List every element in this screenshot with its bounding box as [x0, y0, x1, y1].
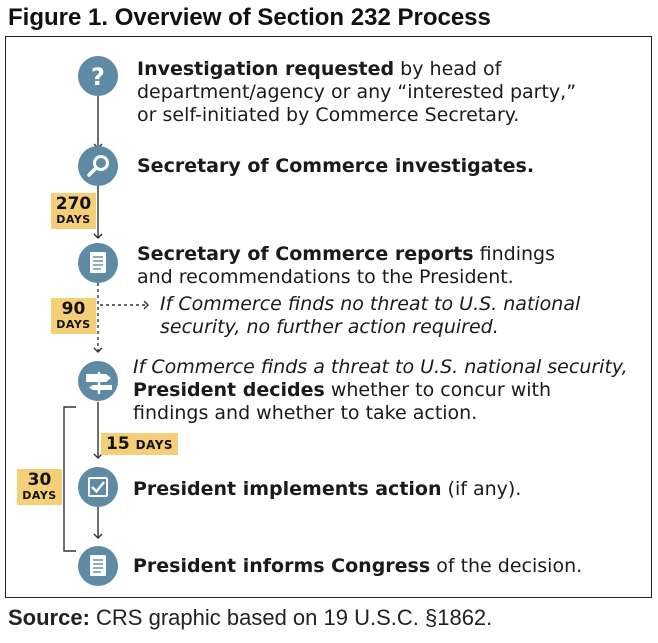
branch-line: security, no further action required. [160, 316, 499, 338]
thirty-day-bracket [63, 406, 76, 552]
step-condition: If Commerce finds a threat to U.S. natio… [133, 356, 628, 378]
step-rest: whether to concur with [324, 379, 551, 401]
badge-unit: DAYS [22, 489, 57, 502]
badge-90-days: 90 DAYS [51, 298, 96, 334]
step-bold: Secretary of Commerce investigates. [137, 155, 535, 177]
figure-title: Figure 1. Overview of Section 232 Proces… [8, 4, 491, 31]
checkbox-icon [78, 467, 118, 507]
step-line: findings and whether to take action. [133, 402, 478, 424]
step-rest: by head of [394, 58, 502, 80]
document-icon [78, 243, 118, 283]
magnifier-icon [78, 146, 118, 186]
branch-line: If Commerce finds no threat to U.S. nati… [160, 293, 581, 315]
step-line: department/agency or any “interested par… [137, 81, 577, 103]
diagram-frame [5, 36, 652, 598]
signpost-icon [78, 361, 118, 401]
source-text: CRS graphic based on 19 U.S.C. §1862. [89, 605, 493, 630]
step-line: or self-initiated by Commerce Secretary. [137, 104, 520, 126]
step-bold: Investigation requested [137, 58, 395, 80]
step-president-informs: President informs Congress of the decisi… [133, 555, 582, 578]
source-label: Source: [8, 605, 90, 630]
question-icon: ? [78, 56, 118, 96]
step-secretary-investigates: Secretary of Commerce investigates. [137, 155, 534, 178]
step-bold: President decides [133, 379, 325, 401]
step-president-implements: President implements action (if any). [133, 478, 521, 501]
badge-unit: DAYS [56, 318, 91, 331]
step-bold: President implements action [133, 478, 442, 500]
step-rest: (if any). [441, 478, 522, 500]
badge-number: 270 [55, 194, 92, 214]
document-icon [78, 546, 118, 586]
svg-text:?: ? [91, 63, 105, 91]
step-line: and recommendations to the President. [137, 266, 514, 288]
step-bold: Secretary of Commerce reports [137, 243, 474, 265]
connector-lines [93, 96, 149, 539]
badge-15-days: 15 DAYS [101, 433, 179, 455]
badge-270-days: 270 DAYS [51, 193, 96, 229]
step-rest: of the decision. [430, 555, 583, 577]
badge-30-days: 30 DAYS [17, 469, 62, 505]
badge-unit: DAYS [135, 438, 174, 452]
source-note: Source: CRS graphic based on 19 U.S.C. §… [8, 605, 492, 631]
step-investigation-requested: Investigation requested by head of depar… [137, 58, 576, 127]
badge-number: 15 [106, 434, 130, 454]
branch-no-threat: If Commerce finds no threat to U.S. nati… [160, 293, 580, 339]
badge-number: 90 [61, 299, 86, 319]
step-secretary-reports: Secretary of Commerce reports findings a… [137, 243, 555, 289]
badge-number: 30 [27, 470, 52, 490]
step-president-decides: If Commerce finds a threat to U.S. natio… [133, 356, 628, 425]
badge-unit: DAYS [56, 213, 91, 226]
step-rest: findings [473, 243, 555, 265]
step-bold: President informs Congress [133, 555, 431, 577]
